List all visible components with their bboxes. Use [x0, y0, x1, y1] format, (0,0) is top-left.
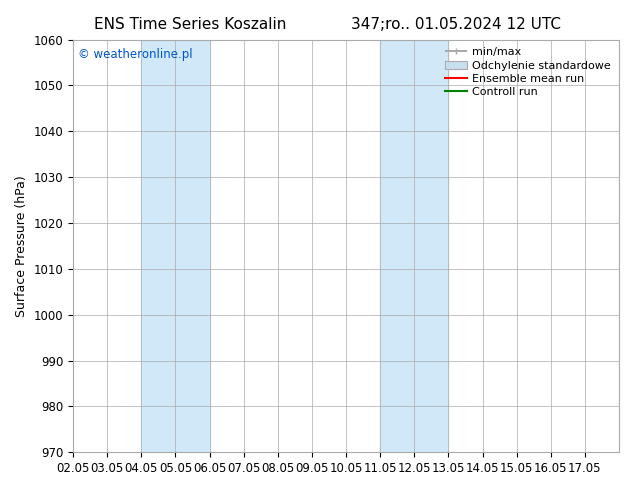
Legend: min/max, Odchylenie standardowe, Ensemble mean run, Controll run: min/max, Odchylenie standardowe, Ensembl…: [440, 43, 616, 102]
Bar: [380, 40, 448, 452]
Text: ENS Time Series Koszalin: ENS Time Series Koszalin: [94, 17, 287, 32]
Text: © weatheronline.pl: © weatheronline.pl: [79, 48, 193, 61]
Text: 347;ro.. 01.05.2024 12 UTC: 347;ro.. 01.05.2024 12 UTC: [351, 17, 562, 32]
Bar: [141, 40, 209, 452]
Y-axis label: Surface Pressure (hPa): Surface Pressure (hPa): [15, 175, 28, 317]
